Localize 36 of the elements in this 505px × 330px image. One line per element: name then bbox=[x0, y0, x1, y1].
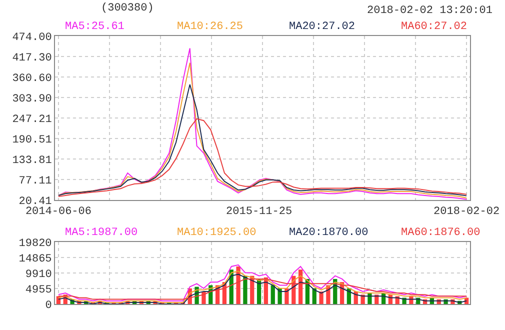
y-tick-label: 4955 bbox=[25, 284, 52, 296]
text: MA5:25.61 bbox=[65, 21, 125, 33]
chart-subtitle: 2018-02-02 13:20:01 bbox=[367, 5, 493, 17]
text: MA60:1876.00 bbox=[401, 227, 480, 239]
y-tick-label: 0 bbox=[45, 300, 52, 312]
text: MA10:1925.00 bbox=[177, 227, 256, 239]
text: MA60:27.02 bbox=[401, 21, 468, 33]
x-tick-label: 2018-02-02 bbox=[434, 206, 500, 218]
chart-title: (300380) bbox=[101, 2, 154, 15]
y-tick-label: 20.41 bbox=[18, 196, 52, 208]
text: MA5:1987.00 bbox=[65, 227, 138, 239]
text: MA20:27.02 bbox=[289, 21, 356, 33]
bar bbox=[236, 266, 240, 304]
bar bbox=[319, 291, 324, 304]
y-tick-label: 303.90 bbox=[12, 93, 52, 106]
y-tick-label: 190.51 bbox=[12, 134, 52, 146]
y-tick-label: 247.21 bbox=[12, 114, 52, 126]
y-tick-label: 9910 bbox=[25, 268, 52, 281]
y-tick-label: 19820 bbox=[18, 238, 52, 250]
bar bbox=[284, 288, 289, 304]
text: MA20:1870.00 bbox=[289, 227, 368, 239]
bar bbox=[278, 288, 282, 304]
x-tick-label: 2014-06-06 bbox=[25, 206, 92, 218]
bar bbox=[243, 276, 248, 304]
y-tick-label: 14865 bbox=[18, 253, 52, 266]
text: MA10:26.25 bbox=[177, 21, 244, 33]
y-tick-label: 474.00 bbox=[12, 32, 52, 44]
y-tick-label: 77.11 bbox=[18, 175, 52, 188]
bar bbox=[270, 285, 275, 304]
y-tick-label: 417.30 bbox=[12, 52, 52, 64]
y-tick-label: 360.60 bbox=[12, 72, 52, 85]
y-tick-label: 133.81 bbox=[12, 154, 52, 167]
line-series bbox=[58, 118, 468, 198]
line-series bbox=[58, 278, 468, 300]
line-series bbox=[58, 84, 468, 196]
x-tick-label: 2015-11-25 bbox=[226, 206, 292, 218]
